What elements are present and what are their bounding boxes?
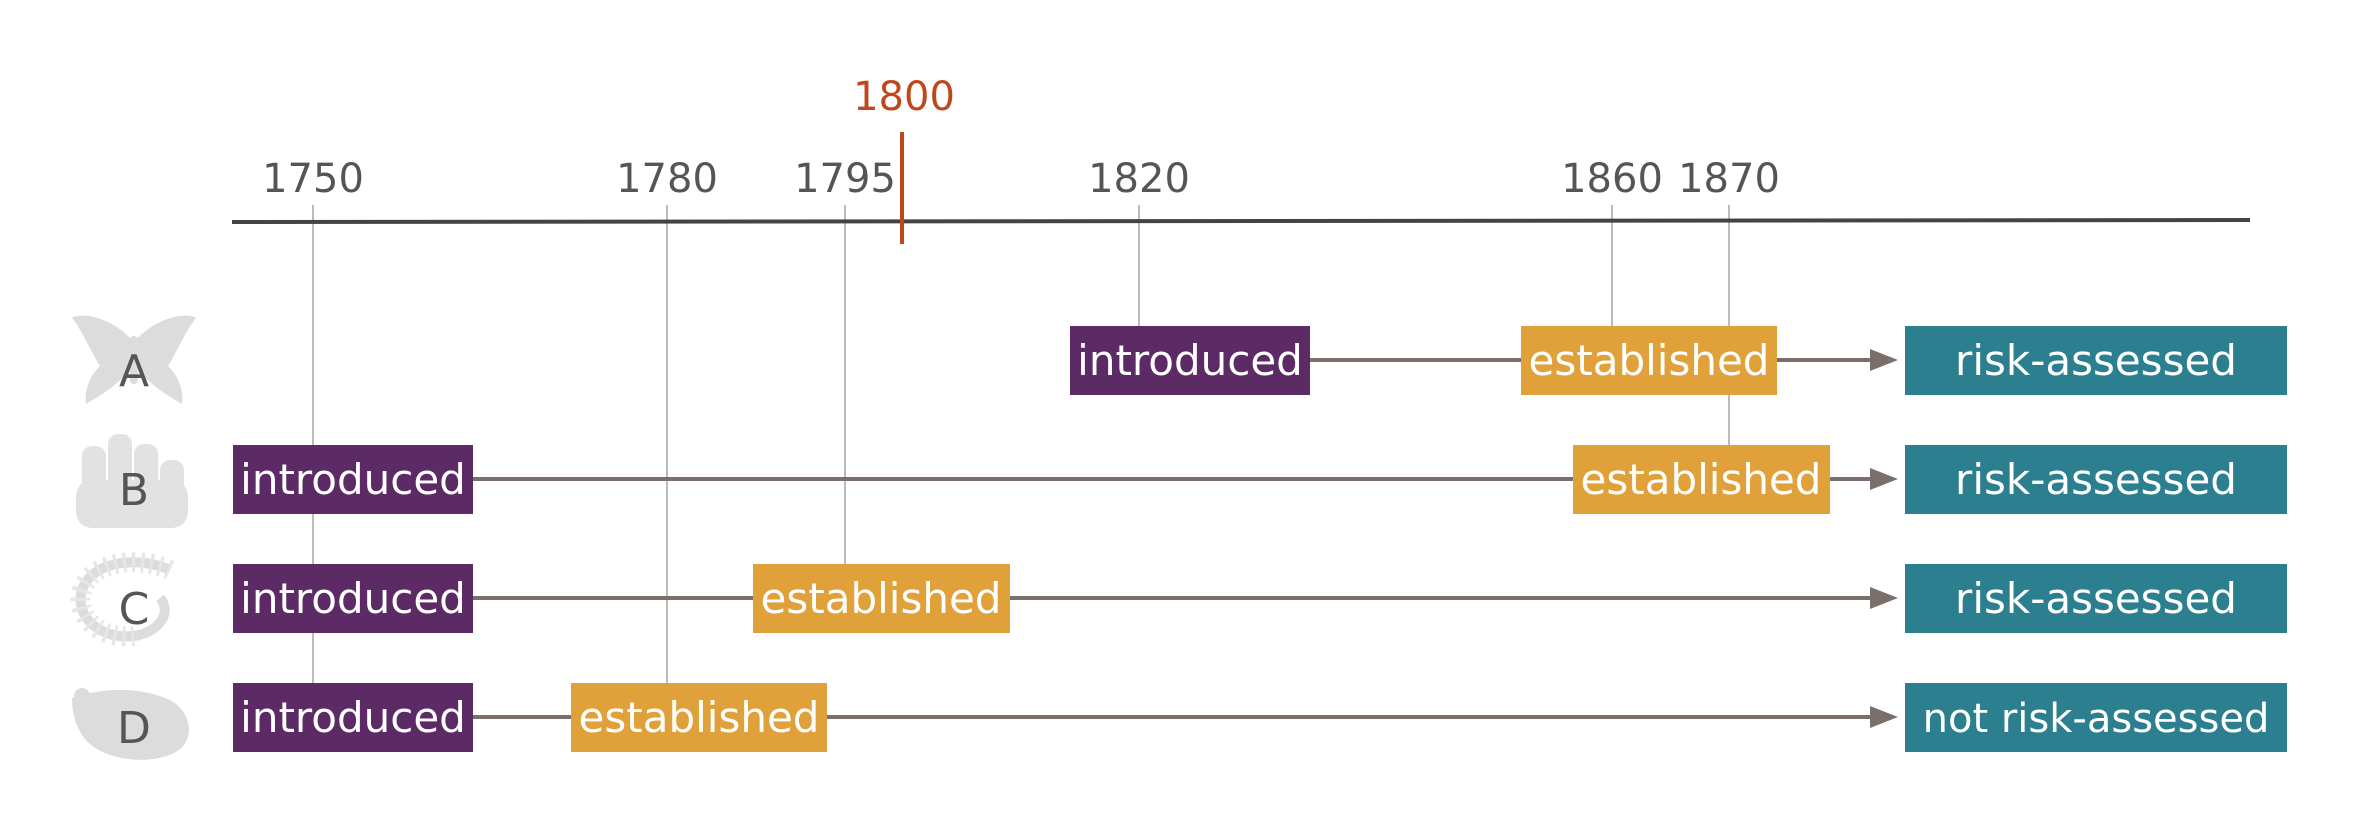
row-letter-a: A [119,346,149,397]
row-letter-d: D [117,703,151,754]
introduced-box-b [233,445,473,514]
assessment-label-a: risk-assessed [1955,336,2237,385]
introduced-label-a: introduced [1077,336,1303,385]
established-label-c: established [761,574,1002,623]
arrowhead-b [1870,468,1898,490]
arrowhead-a [1870,349,1898,371]
assessment-label-d: not risk-assessed [1923,696,2270,742]
established-box-d [571,683,827,752]
introduced-label-b: introduced [240,455,466,504]
introduced-box-d [233,683,473,752]
established-label-a: established [1529,336,1770,385]
assessment-box-a [1905,326,2287,395]
arrowhead-d [1870,706,1898,728]
established-box-b [1573,445,1830,514]
row-letter-b: B [119,465,149,516]
arrowhead-c [1870,587,1898,609]
introduced-label-c: introduced [240,574,466,623]
connectors [473,349,1898,728]
established-label-b: established [1581,455,1822,504]
year-label-1870: 1870 [1678,156,1780,202]
timeline-axis [231,218,2251,224]
established-box-a [1521,326,1777,395]
introduced-box-c [233,564,473,633]
assessment-box-b [1905,445,2287,514]
assessment-label-b: risk-assessed [1955,455,2237,504]
year-label-1750: 1750 [262,156,364,202]
coral-icon [76,434,188,528]
row-letter-c: C [119,584,150,635]
millipede-icon [70,552,175,647]
assessment-box-d [1905,683,2287,752]
year-label-1795: 1795 [794,156,896,202]
introduced-label-d: introduced [240,693,466,742]
guide-lines [312,205,1730,685]
highlight-year-label: 1800 [853,74,955,120]
snail-shell-icon [72,688,189,760]
introduced-box-a [1070,326,1310,395]
established-label-d: established [579,693,820,742]
assessment-box-c [1905,564,2287,633]
year-label-1780: 1780 [616,156,718,202]
established-box-c [753,564,1010,633]
year-label-1820: 1820 [1088,156,1190,202]
butterfly-icon [72,315,196,404]
assessment-label-c: risk-assessed [1955,574,2237,623]
year-label-1860: 1860 [1561,156,1663,202]
